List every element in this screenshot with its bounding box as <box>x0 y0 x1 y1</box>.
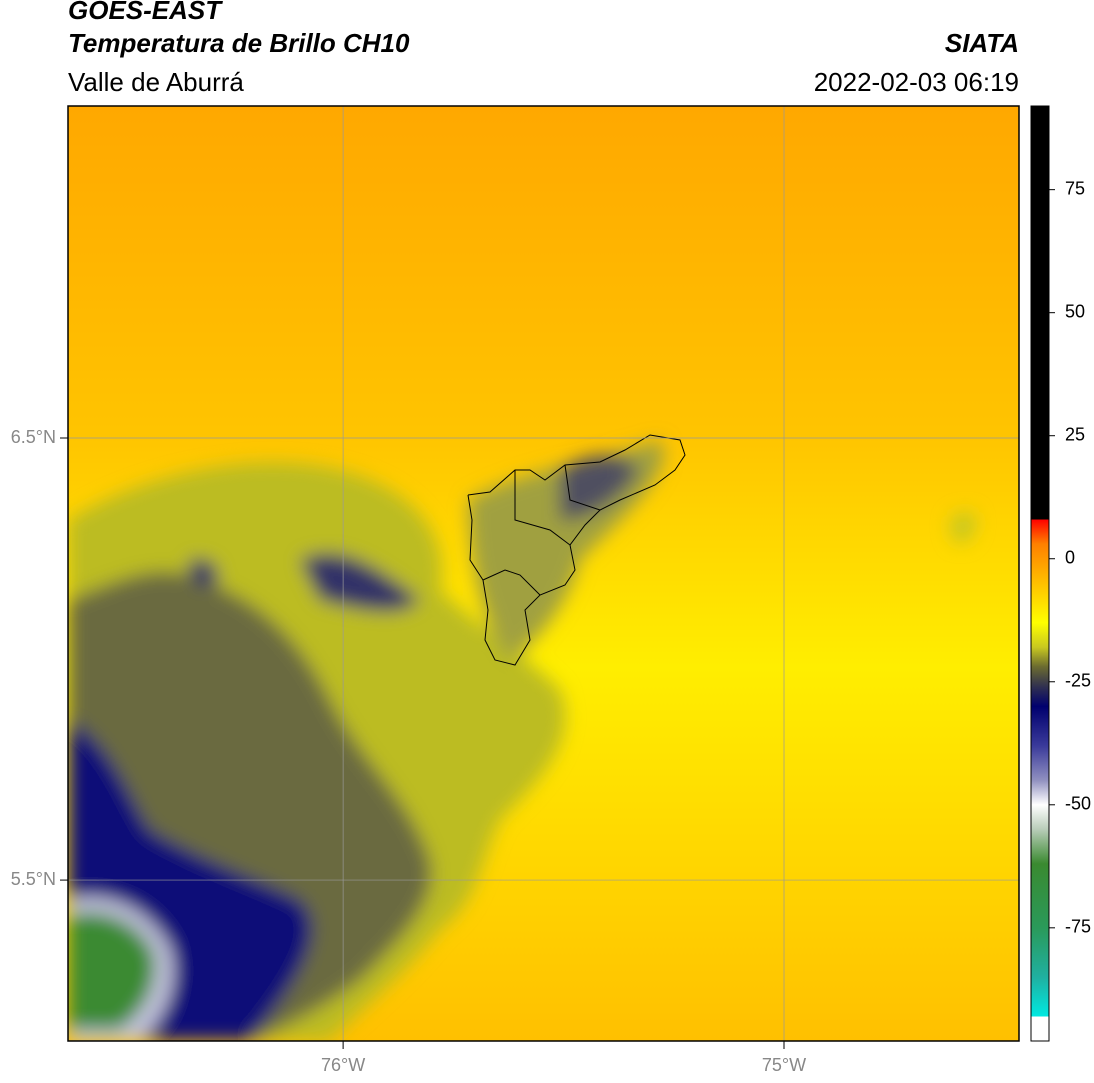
y-tick-label: 5.5°N <box>11 869 56 889</box>
region: Valle de Aburrá <box>68 67 244 97</box>
colorbar <box>1030 105 1050 1042</box>
axes: 76°W 75°W 6.5°N 5.5°N <box>11 106 1019 1075</box>
x-tick-label: 75°W <box>762 1055 806 1075</box>
y-tick-label: 6.5°N <box>11 427 56 447</box>
datetime: 2022-02-03 06:19 <box>814 67 1019 97</box>
subtitle: Temperatura de Brillo CH10 <box>68 28 410 58</box>
x-tick-label: 76°W <box>321 1055 365 1075</box>
title: GOES-EAST <box>68 0 223 25</box>
colorbar-tick-label: 75 <box>1065 178 1085 198</box>
colorbar-tick-label: 0 <box>1065 547 1075 567</box>
map-frame <box>67 105 1020 1042</box>
colorbar-tick-label: -50 <box>1065 794 1091 814</box>
colorbar-tick-label: 50 <box>1065 301 1085 321</box>
colorbar-tick-label: 25 <box>1065 424 1085 444</box>
colorbar-tick-label: -25 <box>1065 671 1091 691</box>
colorbar-tick-label: -75 <box>1065 917 1091 937</box>
source: SIATA <box>945 28 1019 58</box>
satellite-image <box>68 106 1019 1041</box>
